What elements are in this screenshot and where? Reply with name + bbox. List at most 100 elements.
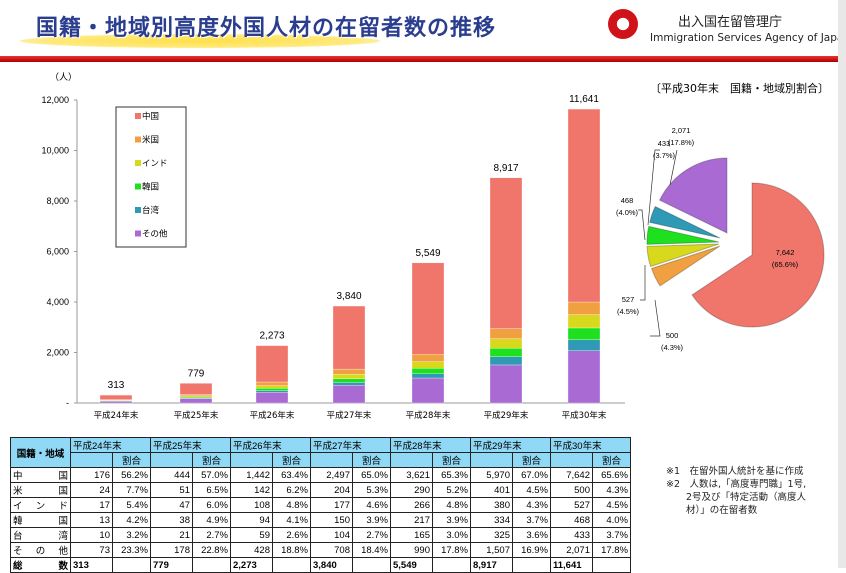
table-cell: 63.4%: [272, 467, 311, 483]
row-label: 総数: [10, 557, 71, 573]
table-row: インド 17 5.4% 47 6.0% 108 4.8% 177 4.6% 266 4.8% 380 4…: [10, 497, 631, 513]
table-cell: 165: [390, 527, 433, 543]
leader-line: [669, 149, 678, 186]
ratio-header: 割合: [192, 452, 231, 468]
data-table: 国籍・地域 平成24年末 平成25年末 平成26年末 平成27年末 平成28年末 平成29年…: [10, 437, 631, 573]
table-row: 総数 313 779 2,273 3,840 5,549 8,917 11,641: [10, 557, 631, 573]
table-cell: 24: [70, 482, 113, 498]
bar-segment-0: [411, 377, 445, 404]
legend-swatch: [135, 113, 141, 119]
table-cell: 380: [470, 497, 513, 513]
table-cell: 4.8%: [272, 497, 311, 513]
row-label: 米国: [10, 482, 71, 498]
table-cell: [192, 557, 231, 573]
year-header: 平成25年末: [150, 437, 231, 453]
bar-total-label: 2,273: [259, 331, 284, 342]
table-cell: 2,497: [310, 467, 353, 483]
bar-segment-5: [255, 345, 289, 383]
table-cell: 1,507: [470, 542, 513, 558]
blank-header: [310, 452, 353, 468]
table-cell: 4.5%: [592, 497, 631, 513]
footnote: ※1 在留外国人統計を基に作成: [666, 466, 804, 477]
table-cell: 7,642: [550, 467, 593, 483]
table-row: 台湾 10 3.2% 21 2.7% 59 2.6% 104 2.7% 165 3.0% 325 3.6…: [10, 527, 631, 543]
table-cell: 65.6%: [592, 467, 631, 483]
agency-emblem-icon: [608, 9, 638, 39]
table-cell: 3,621: [390, 467, 433, 483]
scrollbar[interactable]: [838, 0, 846, 568]
row-label: 台湾: [10, 527, 71, 543]
y-tick-label: 2,000: [46, 348, 69, 358]
table-cell: 4.9%: [192, 512, 231, 528]
table-cell: 7.7%: [112, 482, 151, 498]
table-cell: 176: [70, 467, 113, 483]
table-cell: 6.2%: [272, 482, 311, 498]
y-axis-label: （人）: [50, 72, 77, 82]
blank-header: [230, 452, 273, 468]
table-cell: [112, 557, 151, 573]
agency-name-en: Immigration Services Agency of Japan: [650, 32, 846, 44]
table-cell: 3,840: [310, 557, 353, 573]
legend-swatch: [135, 183, 141, 190]
x-tick-label: 平成28年末: [406, 410, 451, 421]
table-cell: 325: [470, 527, 513, 543]
leader-line: [650, 299, 661, 337]
table-cell: 47: [150, 497, 193, 513]
table-cell: 313: [70, 557, 113, 573]
table-cell: 4.2%: [112, 512, 151, 528]
row-label: その他: [10, 542, 71, 558]
pie-pct-label: (3.7%): [653, 151, 676, 160]
table-cell: 401: [470, 482, 513, 498]
table-cell: 2,273: [230, 557, 273, 573]
x-tick-label: 平成25年末: [174, 410, 219, 421]
table-cell: [432, 557, 471, 573]
table-cell: 142: [230, 482, 273, 498]
ratio-header: 割合: [512, 452, 551, 468]
table-cell: 108: [230, 497, 273, 513]
pie-value-label: 7,642: [776, 248, 795, 257]
bar-total-label: 3,840: [336, 291, 361, 302]
table-cell: 527: [550, 497, 593, 513]
ratio-header: 割合: [272, 452, 311, 468]
bar-segment-5: [567, 108, 601, 303]
table-cell: 4.6%: [352, 497, 391, 513]
table-cell: 5,549: [390, 557, 433, 573]
bar-total-label: 5,549: [415, 248, 440, 259]
table-cell: 4.3%: [512, 497, 551, 513]
x-tick-label: 平成29年末: [484, 410, 529, 421]
footnote: ※2 人数は,「高度専門職」1号,: [666, 479, 807, 490]
leader-line: [638, 209, 646, 241]
y-tick-label: 6,000: [46, 247, 69, 257]
pie-slice-0: [691, 182, 825, 328]
table-cell: 104: [310, 527, 353, 543]
ratio-header: 割合: [432, 452, 471, 468]
table-cell: 57.0%: [192, 467, 231, 483]
ratio-header: 割合: [592, 452, 631, 468]
pie-value-label: 2,071: [672, 126, 691, 135]
table-cell: 21: [150, 527, 193, 543]
year-header: 平成29年末: [470, 437, 551, 453]
table-cell: 18.4%: [352, 542, 391, 558]
blank-header: [70, 452, 113, 468]
table-cell: 4.8%: [432, 497, 471, 513]
table-cell: 2.6%: [272, 527, 311, 543]
table-cell: 150: [310, 512, 353, 528]
year-header: 平成30年末: [550, 437, 631, 453]
x-tick-label: 平成26年末: [250, 410, 295, 421]
table-row: 米国 24 7.7% 51 6.5% 142 6.2% 204 5.3% 290 5.2% 401 4.…: [10, 482, 631, 498]
table-cell: 4.0%: [592, 512, 631, 528]
x-tick-label: 平成24年末: [94, 410, 139, 421]
row-label: 中国: [10, 467, 71, 483]
table-cell: 177: [310, 497, 353, 513]
legend-swatch: [135, 136, 141, 143]
table-cell: 17: [70, 497, 113, 513]
table-cell: 94: [230, 512, 273, 528]
table-row: 中国 176 56.2% 444 57.0% 1,442 63.4% 2,497 65.0% 3,…: [10, 467, 631, 483]
table-cell: [352, 557, 391, 573]
table-cell: 428: [230, 542, 273, 558]
table-cell: [512, 557, 551, 573]
table-cell: 3.7%: [512, 512, 551, 528]
leader-line: [640, 265, 646, 301]
bar-chart: （人） - 2,000 4,000 6,000 8,000 10,000 12,000 313 平…: [41, 72, 625, 421]
